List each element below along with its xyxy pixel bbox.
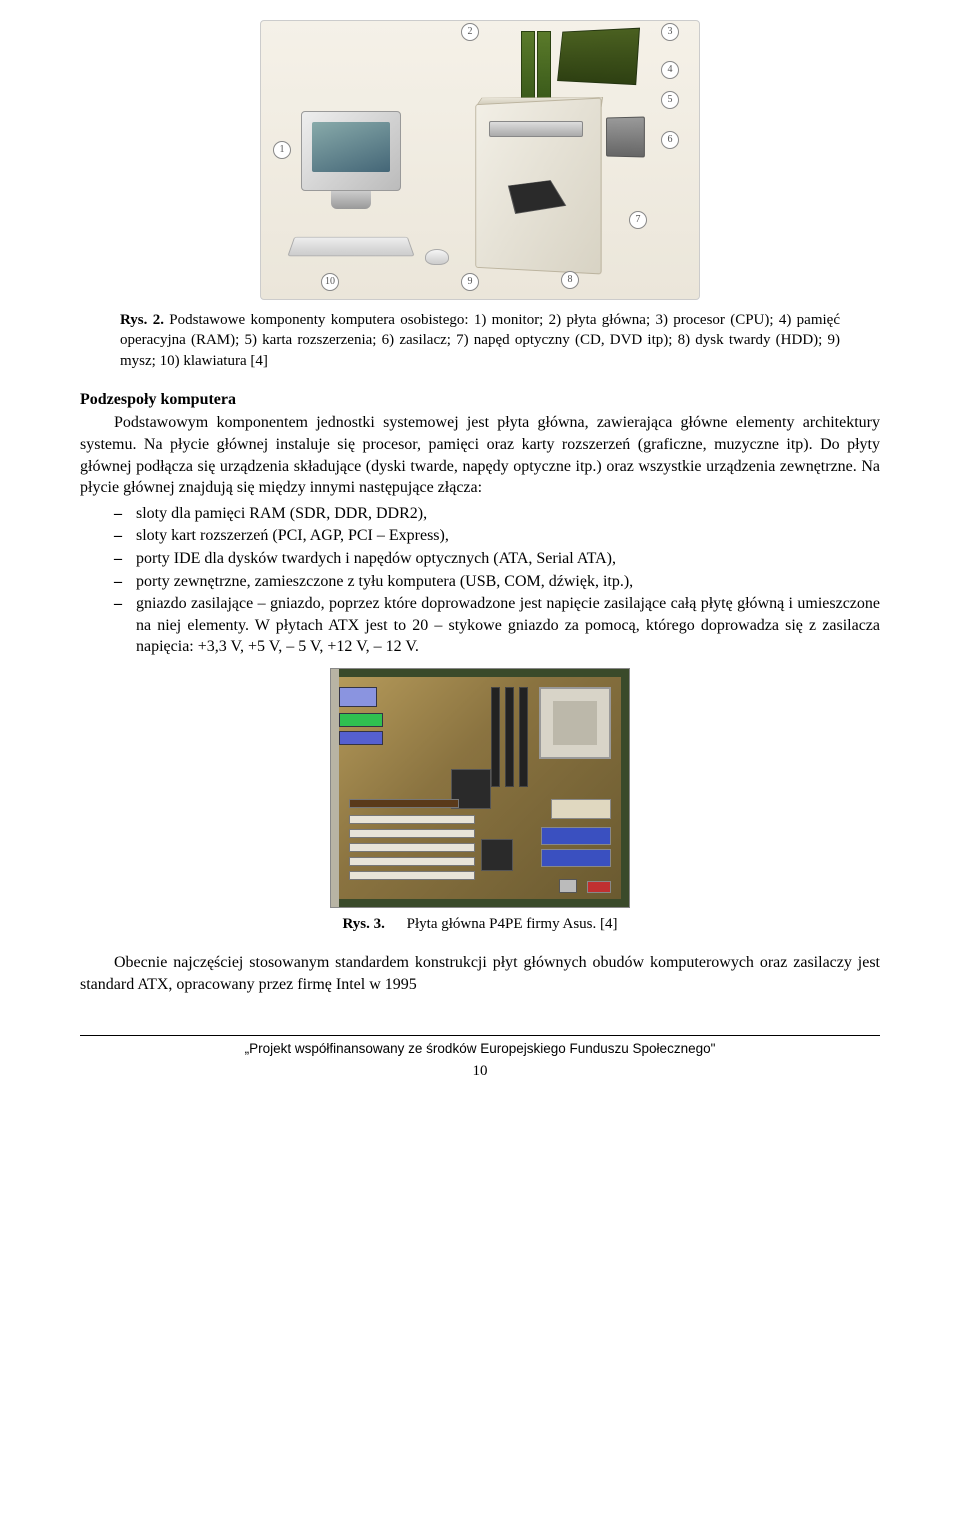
callout-3: 3 <box>661 23 679 41</box>
figure2-label: Rys. 3. <box>343 916 385 932</box>
list-item: sloty dla pamięci RAM (SDR, DDR, DDR2), <box>114 503 880 525</box>
list-item: sloty kart rozszerzeń (PCI, AGP, PCI – E… <box>114 525 880 547</box>
ide-connector-icon <box>541 827 611 845</box>
figure-motherboard <box>330 668 630 908</box>
figure2-caption-text: Płyta główna P4PE firmy Asus. [4] <box>407 916 618 932</box>
figure1-label: Rys. 2. <box>120 312 164 328</box>
sata-icon <box>587 881 611 893</box>
paragraph-2: Obecnie najczęściej stosowanym standarde… <box>80 952 880 995</box>
footer-divider <box>80 1035 880 1036</box>
cpu-socket-icon <box>539 687 611 759</box>
section-title: Podzespoły komputera <box>80 389 880 411</box>
callout-6: 6 <box>661 131 679 149</box>
list-item: porty zewnętrzne, zamieszczone z tyłu ko… <box>114 571 880 593</box>
psu-icon <box>606 117 645 158</box>
pci-slot-icon <box>349 829 475 838</box>
callout-5: 5 <box>661 91 679 109</box>
footer-text: „Projekt współfinansowany ze środków Eur… <box>80 1040 880 1058</box>
paragraph-1: Podstawowym komponentem jednostki system… <box>80 412 880 498</box>
list-item: porty IDE dla dysków twardych i napędów … <box>114 548 880 570</box>
mouse-icon <box>425 249 449 265</box>
callout-4: 4 <box>661 61 679 79</box>
callout-2: 2 <box>461 23 479 41</box>
ram-slot-icon <box>505 687 514 787</box>
figure1-caption-text: Podstawowe komponenty komputera osobiste… <box>120 312 840 369</box>
pci-slot-icon <box>349 871 475 880</box>
list-item: gniazdo zasilające – gniazdo, poprzez kt… <box>114 593 880 658</box>
pci-slot-icon <box>349 843 475 852</box>
atx-power-icon <box>551 799 611 819</box>
southbridge-icon <box>481 839 513 871</box>
ram-slot-icon <box>491 687 500 787</box>
ram-icon <box>537 31 551 101</box>
ram-slot-icon <box>519 687 528 787</box>
mb-backplate <box>331 669 339 907</box>
figure-computer-components: 1 2 3 4 5 6 7 8 9 10 <box>260 20 700 300</box>
connector-list: sloty dla pamięci RAM (SDR, DDR, DDR2), … <box>80 503 880 658</box>
ide-connector-icon <box>541 849 611 867</box>
monitor-icon <box>301 111 401 191</box>
keyboard-icon <box>287 237 414 256</box>
mb-port <box>339 731 383 745</box>
callout-8: 8 <box>561 271 579 289</box>
optical-drive-icon <box>489 121 583 137</box>
figure1-caption: Rys. 2. Podstawowe komponenty komputera … <box>120 310 840 371</box>
pci-slot-icon <box>349 857 475 866</box>
mb-port <box>339 687 377 707</box>
ram-icon <box>521 31 535 101</box>
pci-slot-icon <box>349 815 475 824</box>
expansion-card-icon <box>557 28 640 86</box>
figure2-caption: Rys. 3. Płyta główna P4PE firmy Asus. [4… <box>80 914 880 934</box>
monitor-stand <box>331 191 371 209</box>
battery-icon <box>559 879 577 893</box>
callout-7: 7 <box>629 211 647 229</box>
callout-9: 9 <box>461 273 479 291</box>
mb-port <box>339 713 383 727</box>
page-number: 10 <box>80 1061 880 1081</box>
callout-10: 10 <box>321 273 339 291</box>
agp-slot-icon <box>349 799 459 808</box>
callout-1: 1 <box>273 141 291 159</box>
